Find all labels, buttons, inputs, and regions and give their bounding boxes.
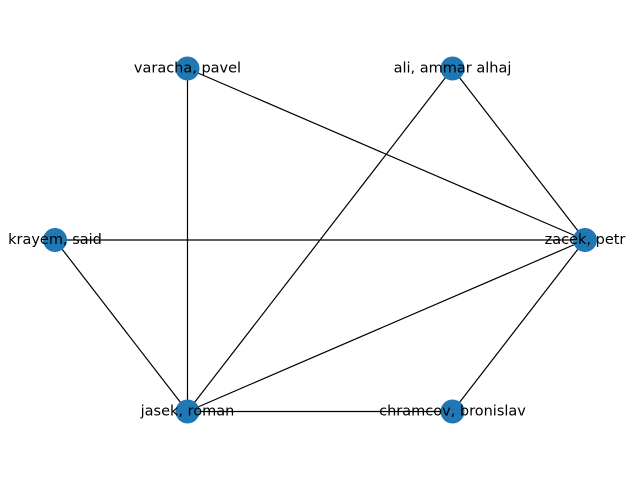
node-ali [440, 56, 465, 81]
node-label-ali: ali, ammar alhaj [394, 61, 512, 77]
nodes-layer [43, 56, 597, 424]
node-krayem [43, 228, 67, 252]
node-jasek [175, 399, 200, 424]
node-label-jasek: jasek, roman [140, 404, 235, 420]
labels-layer: zacek, petr ali, ammar alhaj varacha, pave… [8, 61, 625, 420]
node-label-chramcov: chramcov, bronislav [379, 404, 526, 420]
edge-krayem-jasek [54, 239, 188, 412]
edge-ali-zacek [452, 68, 586, 241]
edge-chramcov-zacek [452, 239, 586, 412]
node-zacek [573, 228, 597, 252]
node-chramcov [440, 399, 465, 424]
node-label-zacek: zacek, petr [545, 232, 626, 248]
node-label-krayem: krayem, said [8, 232, 102, 248]
node-varacha [175, 56, 200, 81]
edge-jasek-zacek [187, 239, 586, 413]
node-label-varacha: varacha, pavel [134, 61, 241, 77]
edges-layer [54, 67, 586, 413]
